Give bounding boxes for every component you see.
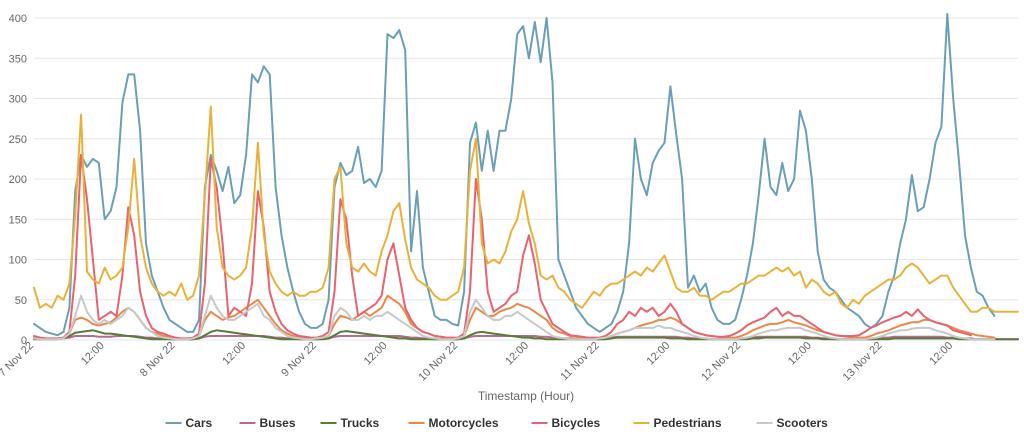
x-axis-ticks: 7 Nov 22 12:00 8 Nov 22 12:00 9 Nov 22 12:00 1… xyxy=(0,340,955,384)
x-tick-label: 8 Nov 22 xyxy=(138,340,178,380)
legend: Cars Buses Trucks Motorcycles Bicycles Pedest… xyxy=(165,416,829,430)
legend-label: Trucks xyxy=(341,416,380,430)
series-line-scooters xyxy=(33,294,996,341)
legend-label: Bicycles xyxy=(552,416,601,430)
legend-item-bicycles[interactable]: Bicycles xyxy=(531,416,601,430)
y-tick-label: 400 xyxy=(9,13,27,25)
x-tick-label: 13 Nov 22 xyxy=(841,340,885,384)
legend-item-trucks[interactable]: Trucks xyxy=(320,416,380,430)
grid-lines xyxy=(34,17,1018,341)
legend-label: Pedestrians xyxy=(654,416,722,430)
legend-label: Buses xyxy=(260,416,296,430)
legend-item-pedestrians[interactable]: Pedestrians xyxy=(633,416,722,430)
x-tick-label: 10 Nov 22 xyxy=(416,340,460,384)
legend-item-motorcycles[interactable]: Motorcycles xyxy=(408,416,499,430)
y-tick-label: 200 xyxy=(9,174,27,186)
x-tick-label: 9 Nov 22 xyxy=(279,340,319,380)
y-tick-label: 150 xyxy=(9,214,27,226)
x-tick-label: 12:00 xyxy=(220,340,248,368)
x-tick-label: 12 Nov 22 xyxy=(699,340,743,384)
y-axis-ticks: 0 50 100 150 200 250 300 350 400 xyxy=(9,13,27,347)
x-tick-label: 12:00 xyxy=(79,340,107,368)
y-tick-label: 100 xyxy=(9,255,27,267)
y-tick-label: 50 xyxy=(15,295,27,307)
x-tick-label: 7 Nov 22 xyxy=(0,340,36,380)
series-line-cars xyxy=(33,13,996,337)
legend-label: Scooters xyxy=(777,416,829,430)
series-lines xyxy=(33,13,1019,341)
legend-label: Cars xyxy=(186,416,213,430)
x-tick-label: 12:00 xyxy=(927,340,955,368)
y-tick-label: 300 xyxy=(9,94,27,106)
x-tick-label: 12:00 xyxy=(362,340,390,368)
y-tick-label: 0 xyxy=(21,335,27,347)
legend-item-scooters[interactable]: Scooters xyxy=(756,416,829,430)
legend-item-cars[interactable]: Cars xyxy=(165,416,213,430)
x-axis-title: Timestamp (Hour) xyxy=(478,389,574,403)
x-tick-label: 11 Nov 22 xyxy=(558,340,601,383)
legend-item-buses[interactable]: Buses xyxy=(239,416,296,430)
y-tick-label: 250 xyxy=(9,134,27,146)
series-line-pedestrians xyxy=(33,105,1019,313)
y-tick-label: 350 xyxy=(9,53,27,65)
x-tick-label: 12:00 xyxy=(786,340,814,368)
x-tick-label: 12:00 xyxy=(645,340,673,368)
x-tick-label: 12:00 xyxy=(503,340,531,368)
legend-label: Motorcycles xyxy=(429,416,499,430)
